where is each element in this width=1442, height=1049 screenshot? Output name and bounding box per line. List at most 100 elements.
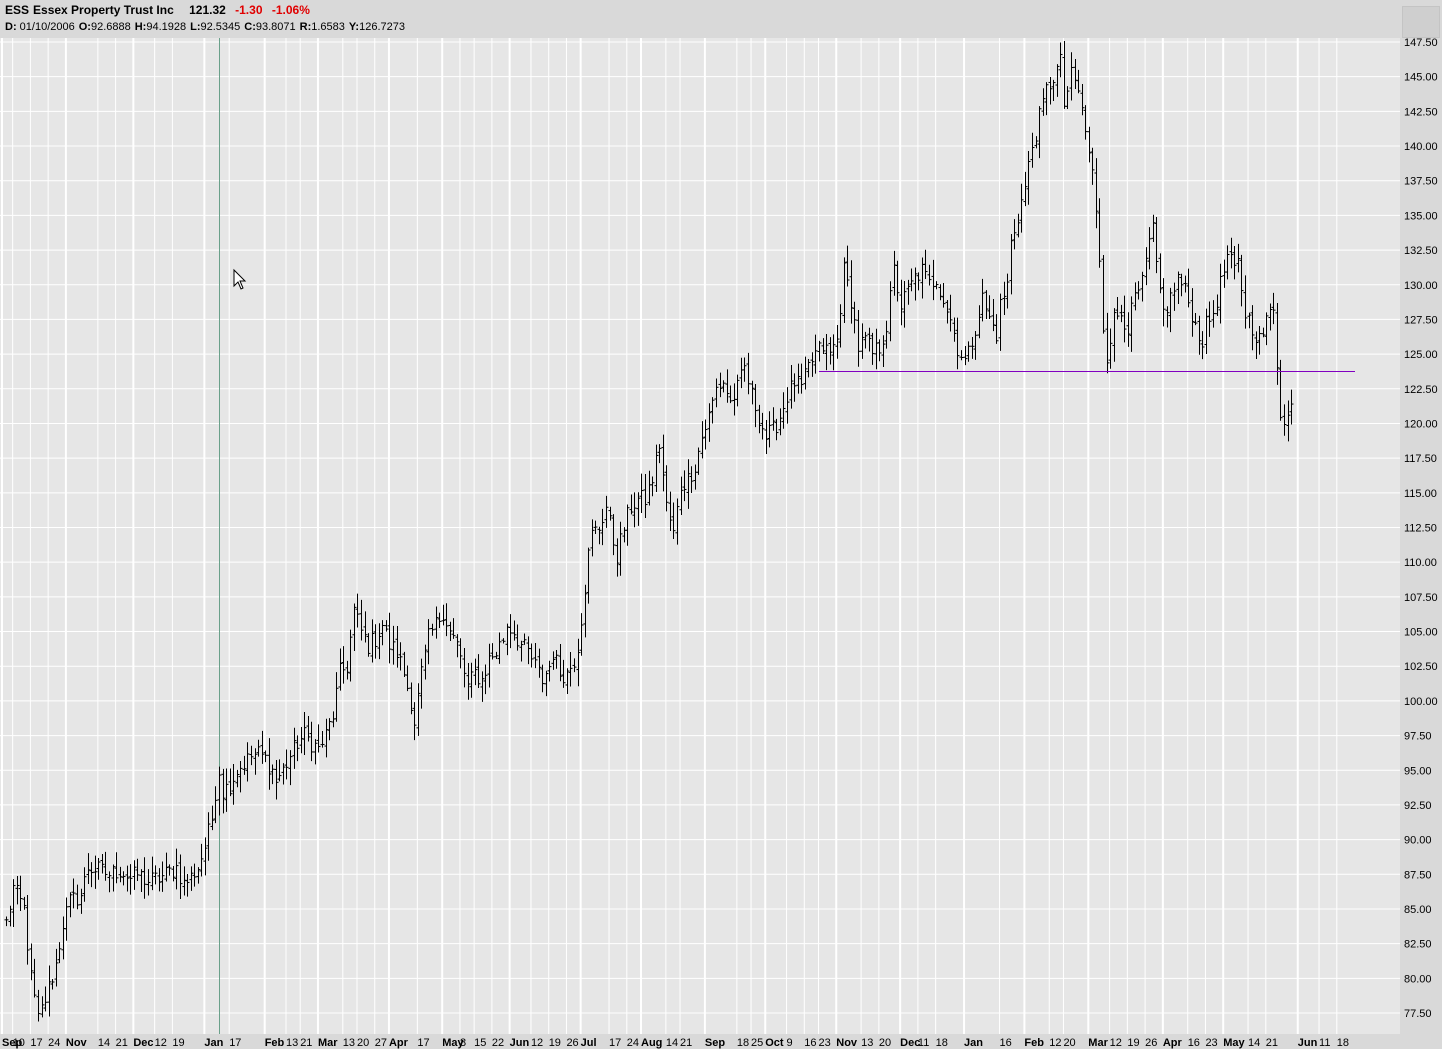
low-value: 92.5345 — [200, 21, 241, 33]
ohlc-bar — [11, 879, 16, 927]
ohlc-bar — [945, 299, 950, 324]
x-tick-label: 20 — [879, 1037, 891, 1049]
ohlc-bar — [643, 474, 648, 518]
ohlc-bar — [561, 659, 566, 688]
ohlc-bar — [689, 466, 694, 494]
ohlc-bars — [4, 41, 1294, 1022]
cursor-y-value: 126.7273 — [359, 21, 405, 33]
y-tick-label: 102.50 — [1404, 661, 1438, 673]
ohlc-bar — [405, 665, 410, 692]
x-tick-label: Sep — [705, 1037, 725, 1049]
ohlc-bar — [178, 854, 183, 900]
ohlc-bar — [558, 644, 563, 682]
x-tick-label: Feb — [1024, 1037, 1044, 1049]
ohlc-bar — [82, 867, 87, 902]
ohlc-bar — [998, 293, 1003, 351]
open-label: O: — [78, 21, 91, 33]
x-tick-label: 13 — [286, 1037, 298, 1049]
ohlc-bar — [8, 905, 13, 927]
ohlc-bar — [547, 660, 552, 682]
ohlc-bar — [970, 337, 975, 359]
ohlc-bar — [1101, 255, 1106, 334]
y-tick-label: 115.00 — [1404, 488, 1437, 500]
open-value: 92.6888 — [90, 21, 131, 33]
ohlc-bar — [43, 986, 48, 1012]
ohlc-bar — [494, 651, 499, 659]
ohlc-bar — [554, 649, 559, 669]
x-tick-label: 12 — [531, 1037, 543, 1049]
ohlc-bar — [111, 864, 116, 892]
x-tick-label: 18 — [936, 1037, 948, 1049]
x-tick-label: 13 — [861, 1037, 873, 1049]
ohlc-bar — [948, 294, 953, 332]
ohlc-bar — [164, 852, 169, 882]
ohlc-bar — [1264, 312, 1269, 346]
y-tick-label: 140.00 — [1404, 141, 1438, 153]
y-tick-label: 142.50 — [1404, 106, 1438, 118]
ohlc-bar — [469, 662, 474, 698]
y-tick-label: 110.00 — [1404, 557, 1437, 569]
ohlc-bar — [497, 632, 502, 664]
ohlc-bar — [1278, 359, 1283, 421]
x-tick-label: 8 — [460, 1037, 466, 1049]
ohlc-bar — [1229, 237, 1234, 269]
ohlc-bar — [512, 620, 517, 641]
ohlc-bar — [1080, 84, 1085, 116]
y-tick-label: 77.50 — [1404, 1008, 1432, 1020]
ohlc-bar — [355, 593, 360, 628]
ohlc-bar — [753, 383, 758, 428]
ohlc-bar — [462, 648, 467, 688]
x-tick-label: 24 — [48, 1037, 60, 1049]
ohlc-bar — [1129, 296, 1134, 352]
ohlc-bar — [1218, 263, 1223, 324]
ohlc-bar — [437, 612, 442, 628]
ohlc-bar — [906, 279, 911, 305]
ohlc-bar — [267, 738, 272, 790]
ohlc-bar — [1051, 79, 1056, 101]
ohlc-bar — [277, 759, 282, 782]
ohlc-bar — [153, 865, 158, 885]
ohlc-bar — [373, 624, 378, 659]
ohlc-bar — [128, 864, 133, 895]
horizontal-grid — [0, 41, 1400, 1014]
ohlc-bar — [444, 603, 449, 637]
ohlc-bar — [142, 857, 147, 899]
ohlc-bar — [387, 612, 392, 664]
ohlc-bar — [1190, 288, 1195, 337]
chart-corner-button[interactable] — [1402, 6, 1440, 38]
ohlc-bar — [1289, 389, 1294, 425]
ohlc-bar — [636, 492, 641, 526]
ohlc-bar — [632, 492, 637, 528]
x-tick-label: May — [442, 1037, 464, 1049]
ohlc-bar — [1087, 126, 1092, 163]
high-value: 94.1928 — [146, 21, 187, 33]
price-chart[interactable]: 77.50 80.00 82.50 85.00 87.50 90.00 92.50 95.00… — [0, 38, 1442, 1049]
ohlc-bar — [1076, 69, 1081, 94]
ohlc-bar — [377, 623, 382, 660]
ohlc-bar — [409, 682, 414, 715]
ohlc-bar — [845, 245, 850, 287]
ohlc-bar — [430, 623, 435, 636]
ohlc-bar — [1119, 304, 1124, 323]
ohlc-bar — [135, 858, 140, 881]
ohlc-bar — [487, 643, 492, 688]
x-tick-label: 12 — [1049, 1037, 1061, 1049]
ohlc-bar — [1286, 400, 1291, 442]
ohlc-bar — [256, 739, 261, 757]
ohlc-bar — [89, 862, 94, 888]
y-tick-label: 122.50 — [1404, 384, 1438, 396]
ohlc-bar — [50, 978, 55, 990]
ohlc-bar — [96, 858, 101, 880]
ohlc-bar — [18, 875, 23, 911]
y-tick-label: 137.50 — [1404, 176, 1438, 188]
ohlc-bar — [68, 892, 73, 918]
ohlc-bar — [1236, 243, 1241, 273]
ohlc-bar — [146, 869, 151, 896]
ohlc-bar — [25, 894, 30, 965]
ohlc-bar — [313, 739, 318, 765]
ohlc-bar — [1041, 88, 1046, 116]
ohlc-bar — [860, 323, 865, 359]
ohlc-bar — [884, 320, 889, 349]
ohlc-bar — [292, 727, 297, 769]
ohlc-bar — [927, 264, 932, 286]
